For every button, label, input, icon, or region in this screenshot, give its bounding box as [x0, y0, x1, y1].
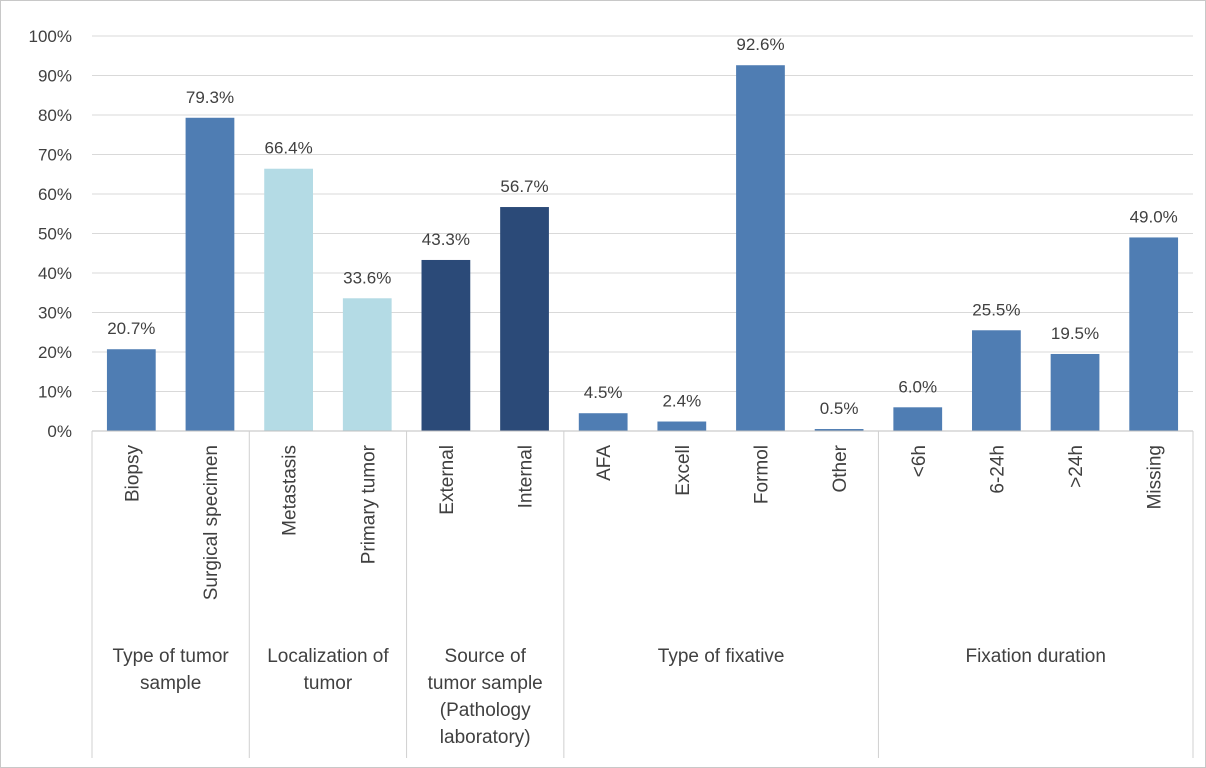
data-label: 2.4% — [662, 392, 701, 411]
y-tick-label: 100% — [29, 27, 72, 46]
data-label: 56.7% — [500, 177, 548, 196]
data-label: 0.5% — [820, 399, 859, 418]
category-label: Biopsy — [122, 445, 143, 503]
data-label: 25.5% — [972, 300, 1020, 319]
bar — [1050, 353, 1100, 431]
data-label: 20.7% — [107, 319, 155, 338]
group-label: Type of tumor — [113, 646, 230, 667]
category-label: Missing — [1145, 445, 1166, 509]
category-label: Other — [830, 444, 851, 492]
bar — [814, 429, 864, 431]
bar — [1129, 237, 1179, 431]
data-label: 49.0% — [1130, 207, 1178, 226]
data-labels: 20.7% 79.3% 66.4% 33.6% 43.3% 56.7% 4.5% 2.4% 92… — [107, 35, 1178, 418]
category-label: External — [437, 445, 458, 515]
bar — [578, 413, 628, 431]
category-label: Metastasis — [280, 445, 301, 536]
data-label: 79.3% — [186, 88, 234, 107]
data-label: 92.6% — [736, 35, 784, 54]
bar — [185, 117, 235, 431]
bar — [342, 298, 392, 431]
y-tick-label: 80% — [38, 106, 72, 125]
data-label: 66.4% — [265, 139, 313, 158]
group-label: tumor — [304, 673, 353, 694]
data-label: 6.0% — [898, 377, 937, 396]
y-tick-label: 90% — [38, 67, 72, 86]
data-label: 33.6% — [343, 268, 391, 287]
category-label: Internal — [516, 445, 537, 508]
category-label: Primary tumor — [358, 444, 379, 564]
bar — [893, 407, 943, 431]
y-tick-label: 20% — [38, 343, 72, 362]
group-label: Localization of — [267, 646, 389, 667]
category-label: >24h — [1066, 445, 1087, 488]
bar — [657, 421, 707, 431]
group-label: (Pathology — [440, 700, 531, 721]
y-tick-label: 30% — [38, 304, 72, 323]
x-axis: Type of tumor sample Localization of tumor S… — [91, 430, 1194, 758]
group-label: Source of — [445, 646, 527, 667]
y-tick-label: 50% — [38, 225, 72, 244]
group-label: Fixation duration — [965, 646, 1105, 667]
y-tick-label: 70% — [38, 146, 72, 165]
bar — [972, 330, 1021, 431]
y-tick-label: 60% — [38, 185, 72, 204]
group-label: sample — [140, 673, 201, 694]
bars — [106, 65, 1179, 431]
y-tick-label: 0% — [47, 422, 72, 441]
group-label: laboratory) — [440, 727, 531, 748]
bar — [500, 207, 549, 431]
data-label: 19.5% — [1051, 324, 1099, 343]
category-label: <6h — [909, 445, 930, 477]
group-label: tumor sample — [428, 673, 543, 694]
y-tick-label: 40% — [38, 264, 72, 283]
bar — [106, 349, 156, 431]
bar — [736, 65, 785, 431]
gridlines — [92, 35, 1193, 392]
category-label: Excell — [673, 445, 694, 496]
bar — [421, 259, 471, 431]
group-label: Type of fixative — [658, 646, 785, 667]
y-axis-tick-labels: 0% 10% 20% 30% 40% 50% 60% 70% 80% 90% 100% — [29, 27, 72, 441]
category-label: Formol — [751, 445, 772, 504]
category-label: Surgical specimen — [201, 445, 222, 600]
data-label: 4.5% — [584, 383, 623, 402]
data-label: 43.3% — [422, 230, 470, 249]
category-label: AFA — [594, 445, 615, 481]
y-tick-label: 10% — [38, 383, 72, 402]
category-label: 6-24h — [987, 445, 1008, 494]
bar — [264, 168, 313, 431]
